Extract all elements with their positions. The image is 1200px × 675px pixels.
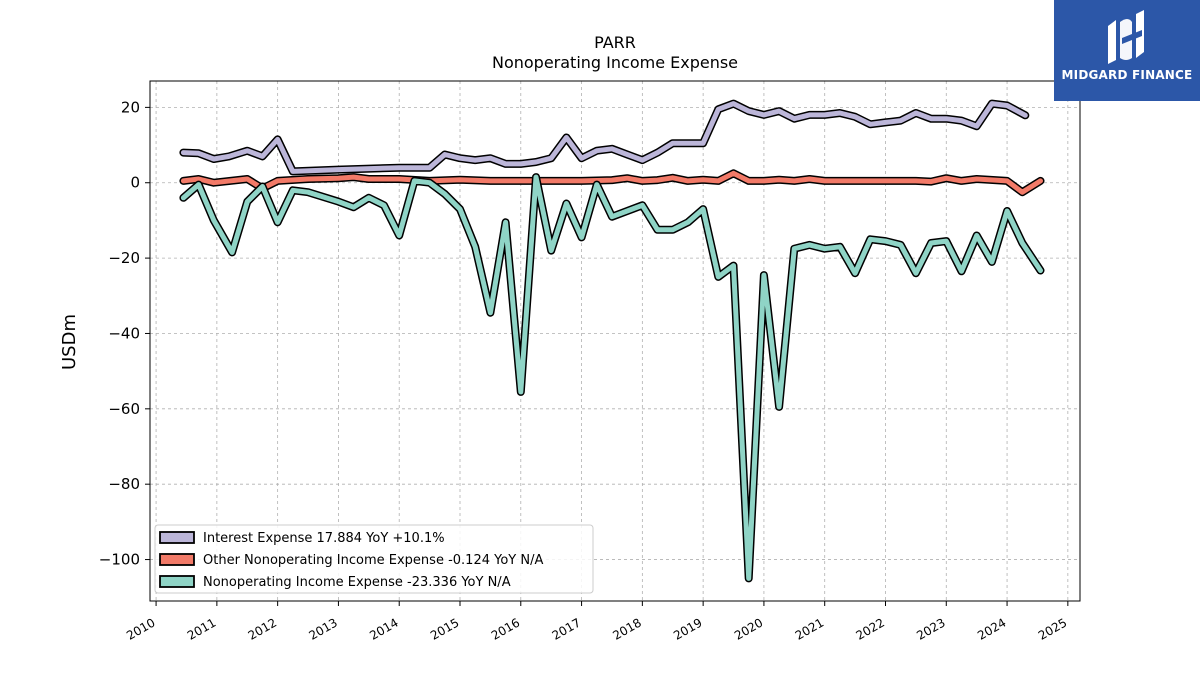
legend-swatch: [159, 531, 195, 544]
x-tick-label: 2025: [1036, 615, 1069, 642]
y-tick-label: 20: [121, 98, 140, 116]
x-tick-label: 2010: [124, 615, 157, 642]
x-tick-label: 2023: [914, 615, 947, 642]
series-line: [180, 174, 1043, 581]
x-tick-label: 2011: [185, 615, 218, 642]
y-axis-label: USDm: [59, 314, 80, 370]
series-0: [179, 99, 1030, 176]
legend-swatch: [159, 553, 195, 566]
midgard-logo-icon: [1108, 10, 1144, 64]
series-1: [179, 169, 1045, 197]
legend-label: Other Nonoperating Income Expense -0.124…: [203, 553, 543, 568]
y-tick-label: −60: [108, 400, 140, 418]
y-tick-label: −20: [108, 249, 140, 267]
legend-swatch: [159, 575, 195, 588]
series-line: [180, 170, 1043, 195]
x-tick-label: 2021: [793, 615, 826, 642]
legend-label: Nonoperating Income Expense -23.336 YoY …: [203, 575, 511, 590]
x-tick-label: 2014: [367, 615, 400, 642]
y-tick-label: 0: [130, 174, 140, 192]
x-tick-label: 2013: [306, 615, 339, 642]
plot-area-frame: [149, 80, 1081, 602]
series-group: [179, 99, 1045, 583]
series-line: [180, 101, 1028, 174]
legend: Interest Expense 17.884 YoY +10.1% Other …: [154, 524, 594, 594]
chart-subtitle: Nonoperating Income Expense: [492, 53, 738, 72]
x-tick-label: 2018: [610, 615, 643, 642]
x-tick-label: 2020: [732, 615, 765, 642]
series-2: [179, 173, 1045, 583]
x-tick-label: 2019: [671, 615, 704, 642]
chart-title: PARR: [594, 33, 636, 52]
brand-logo: MIDGARD FINANCE: [1054, 0, 1200, 101]
series-line-outline: [179, 173, 1045, 583]
brand-name: MIDGARD FINANCE: [1061, 68, 1193, 82]
x-tick-label: 2024: [975, 615, 1008, 642]
x-tick-label: 2017: [550, 615, 583, 642]
legend-box: [154, 524, 594, 594]
y-tick-label: −40: [108, 324, 140, 342]
x-tick-label: 2016: [489, 615, 522, 642]
y-tick-label: −100: [99, 551, 140, 569]
x-tick-label: 2012: [246, 615, 279, 642]
x-tick-label: 2015: [428, 615, 461, 642]
y-tick-label: −80: [108, 475, 140, 493]
legend-label: Interest Expense 17.884 YoY +10.1%: [203, 531, 445, 546]
series-line-outline: [179, 99, 1030, 176]
x-tick-label: 2022: [854, 615, 887, 642]
